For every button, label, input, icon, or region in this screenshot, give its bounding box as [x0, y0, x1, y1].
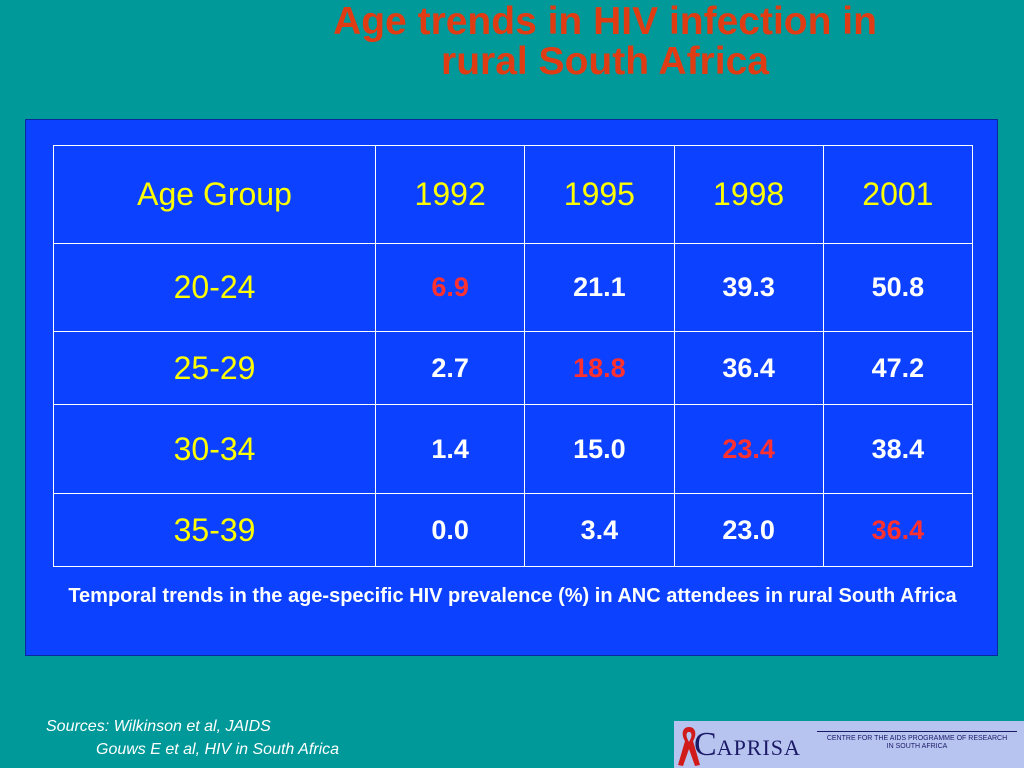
table-caption: Temporal trends in the age-specific HIV … [68, 585, 957, 607]
value-cell: 15.0 [524, 404, 675, 494]
title-line-2: rural South Africa [441, 40, 769, 83]
value-cell: 21.1 [524, 243, 675, 332]
value-cell: 36.4 [822, 493, 974, 567]
value-cell: 3.4 [524, 493, 675, 567]
logo-subtitle: CENTRE FOR THE AIDS PROGRAMME OF RESEARC… [817, 735, 1017, 751]
value-cell: 50.8 [822, 243, 974, 332]
header-age-group: Age Group [52, 145, 377, 244]
table-panel: Age Group 1992 1995 1998 2001 20-24 6.9 … [25, 119, 998, 656]
source-line-1: Sources: Wilkinson et al, JAIDS [46, 718, 271, 735]
value-cell: 23.4 [673, 404, 824, 494]
age-group-cell: 25-29 [52, 331, 377, 405]
logo-wordmark: CAPRISA [694, 727, 801, 766]
value-cell: 6.9 [375, 243, 526, 332]
value-cell: 47.2 [822, 331, 974, 405]
header-year-1992: 1992 [375, 145, 526, 244]
table-row: 25-29 2.7 18.8 36.4 47.2 [52, 331, 974, 405]
value-cell: 39.3 [673, 243, 824, 332]
age-group-cell: 35-39 [52, 493, 377, 567]
logo-name-rest: APRISA [716, 735, 801, 760]
table-row: 30-34 1.4 15.0 23.4 38.4 [52, 404, 974, 494]
table-row: 20-24 6.9 21.1 39.3 50.8 [52, 243, 974, 332]
logo-subtitle-line-1: CENTRE FOR THE AIDS PROGRAMME OF RESEARC… [826, 735, 1008, 742]
value-cell: 36.4 [673, 331, 824, 405]
prevalence-table: Age Group 1992 1995 1998 2001 20-24 6.9 … [52, 145, 974, 567]
table-row: 35-39 0.0 3.4 23.0 36.4 [52, 493, 974, 567]
header-year-1995: 1995 [524, 145, 675, 244]
red-ribbon-icon [678, 727, 700, 766]
value-cell: 18.8 [524, 331, 675, 405]
slide-title: Age trends in HIV infection in rural Sou… [250, 2, 960, 82]
header-year-2001: 2001 [822, 145, 974, 244]
value-cell: 38.4 [822, 404, 974, 494]
logo-initial: C [694, 726, 717, 763]
value-cell: 2.7 [375, 331, 526, 405]
logo-divider [817, 731, 1017, 732]
source-line-2: Gouws E et al, HIV in South Africa [96, 741, 340, 758]
sources-note: Sources: Wilkinson et al, JAIDS Gouws E … [46, 715, 339, 761]
header-year-1998: 1998 [673, 145, 824, 244]
title-line-1: Age trends in HIV infection in [333, 0, 877, 43]
value-cell: 0.0 [375, 493, 526, 567]
value-cell: 23.0 [673, 493, 824, 567]
age-group-cell: 30-34 [52, 404, 377, 494]
age-group-cell: 20-24 [52, 243, 377, 332]
logo-subtitle-line-2: IN SOUTH AFRICA [886, 743, 948, 750]
value-cell: 1.4 [375, 404, 526, 494]
table-header-row: Age Group 1992 1995 1998 2001 [52, 145, 974, 244]
caprisa-logo: CAPRISA CENTRE FOR THE AIDS PROGRAMME OF… [674, 721, 1024, 768]
